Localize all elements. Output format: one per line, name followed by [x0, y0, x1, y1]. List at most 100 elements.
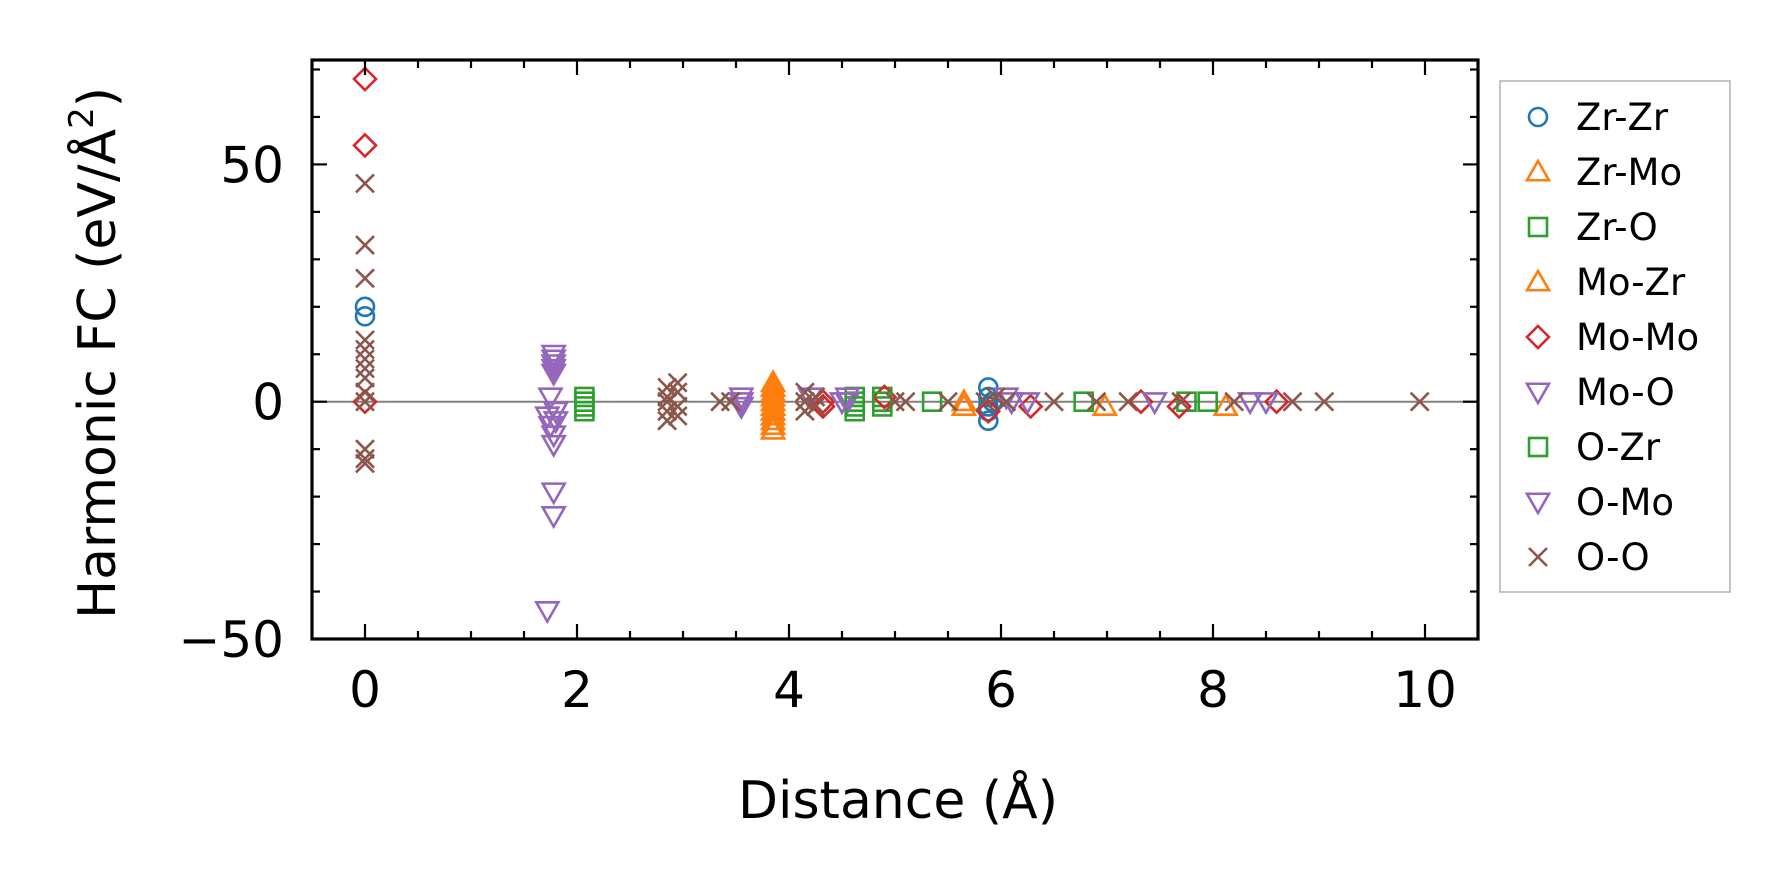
legend-label: Mo-O: [1576, 371, 1675, 414]
data-point-mo-mo: [352, 66, 378, 92]
data-point-o-o: [794, 382, 815, 403]
plot-frame: [310, 58, 1480, 641]
data-point-o-o: [355, 339, 375, 360]
x-tick-label: 2: [561, 661, 593, 719]
data-point-o-o: [895, 391, 916, 412]
data-point-mo-o: [540, 506, 567, 530]
data-point-mo-o: [534, 600, 561, 625]
data-point-o-o: [355, 382, 375, 403]
data-point-zr-mo: [759, 416, 787, 440]
legend-marker: [1527, 216, 1549, 238]
x-tick-label: 6: [985, 661, 1017, 719]
data-point-mo-o: [993, 387, 1020, 411]
legend-label: Zr-O: [1576, 206, 1658, 249]
data-point-mo-mo: [1017, 393, 1044, 420]
data-point-o-o: [1224, 391, 1245, 412]
data-point-zr-zr: [354, 305, 376, 327]
legend-marker: [1524, 382, 1552, 406]
data-point-mo-o: [540, 358, 567, 383]
data-point-mo-mo: [810, 393, 836, 420]
data-point-o-o: [355, 439, 375, 460]
data-point-o-o: [938, 391, 958, 412]
data-point-o-o: [657, 410, 678, 431]
legend-marker: [1528, 547, 1548, 567]
legend-marker: [1527, 106, 1549, 128]
data-point-o-o: [355, 349, 375, 369]
data-point-o-o: [1118, 391, 1139, 412]
data-point-mo-mo: [1263, 388, 1290, 415]
data-point-zr-zr: [977, 400, 999, 422]
data-point-mo-o: [728, 392, 755, 416]
data-point-o-o: [1314, 391, 1335, 412]
data-point-zr-zr: [977, 410, 999, 431]
legend-label: Mo-Mo: [1576, 316, 1699, 359]
legend-label: O-Mo: [1576, 481, 1674, 524]
data-point-o-o: [794, 401, 815, 422]
data-point-o-o: [355, 453, 375, 474]
x-tick-label: 0: [349, 661, 381, 719]
x-tick-label: 8: [1197, 661, 1229, 719]
y-axis-label-main: Harmonic FC (eV/Å: [66, 128, 128, 619]
data-point-mo-o: [1014, 392, 1041, 416]
data-point-mo-o: [540, 363, 567, 387]
data-point-mo-zr: [759, 402, 787, 426]
data-point-mo-o: [540, 482, 567, 506]
data-point-o-o: [794, 391, 815, 412]
data-point-zr-o: [1073, 391, 1094, 413]
legend-marker: [1524, 268, 1552, 292]
data-point-o-o: [975, 391, 996, 412]
x-tick-label: 10: [1393, 661, 1457, 719]
x-axis-label: Distance (Å): [738, 769, 1058, 831]
data-point-mo-o: [1141, 392, 1168, 416]
data-point-o-o: [1282, 391, 1303, 412]
data-point-o-o: [1409, 391, 1430, 412]
data-point-zr-mo: [1212, 392, 1239, 417]
axes: 0 2 4 6 8 10 −50 0 50: [178, 58, 1480, 719]
data-point-o-o: [1171, 391, 1192, 412]
data-point-o-o: [355, 358, 375, 379]
y-tick-label: −50: [178, 611, 284, 669]
data-point-o-o: [355, 173, 375, 194]
legend: Zr-Zr Zr-Mo Zr-O Mo-Zr Mo-Mo Mo-O O-Zr O-Mo O-O: [1499, 80, 1731, 593]
data-point-mo-zr: [759, 411, 787, 435]
y-tick-label: 50: [220, 136, 284, 194]
data-point-o-zr: [574, 396, 595, 417]
data-point-o-o: [805, 387, 826, 407]
data-point-o-o: [355, 368, 375, 388]
legend-label: O-O: [1576, 536, 1650, 579]
legend-box: [1499, 80, 1731, 593]
data-point-zr-mo: [1091, 392, 1119, 417]
data-point-o-o: [667, 406, 688, 426]
legend-label: Zr-Zr: [1576, 96, 1669, 139]
data-point-o-o: [1044, 391, 1064, 412]
data-point-o-mo: [542, 411, 570, 435]
data-point-mo-o: [540, 434, 567, 459]
x-tick-label: 4: [773, 661, 805, 719]
data-point-zr-o: [1197, 391, 1218, 413]
data-point-zr-mo: [759, 407, 787, 431]
y-axis-label-superscript: 2: [62, 107, 102, 129]
data-point-o-o: [985, 387, 1006, 407]
y-tick-label: 0: [252, 374, 284, 432]
data-point-o-o: [657, 401, 678, 422]
data-point-mo-mo: [352, 132, 378, 159]
data-point-o-o: [355, 268, 375, 289]
data-point-o-o: [355, 448, 375, 469]
data-point-o-o: [667, 382, 688, 403]
data-point-o-o: [996, 391, 1017, 412]
data-point-mo-o: [1252, 392, 1280, 416]
data-point-o-zr: [871, 391, 893, 413]
legend-label: Mo-Zr: [1576, 261, 1686, 304]
legend-label: Zr-Mo: [1576, 151, 1682, 194]
data-markers: [352, 66, 1430, 625]
data-point-o-o: [667, 396, 688, 417]
data-point-mo-o: [537, 387, 564, 411]
data-point-o-o: [355, 391, 375, 412]
data-point-o-o: [1086, 391, 1107, 412]
legend-marker: [1525, 324, 1551, 350]
data-point-zr-zr: [354, 296, 376, 318]
data-point-o-o: [805, 396, 826, 417]
data-point-o-o: [355, 235, 375, 256]
data-point-o-o: [355, 330, 375, 350]
